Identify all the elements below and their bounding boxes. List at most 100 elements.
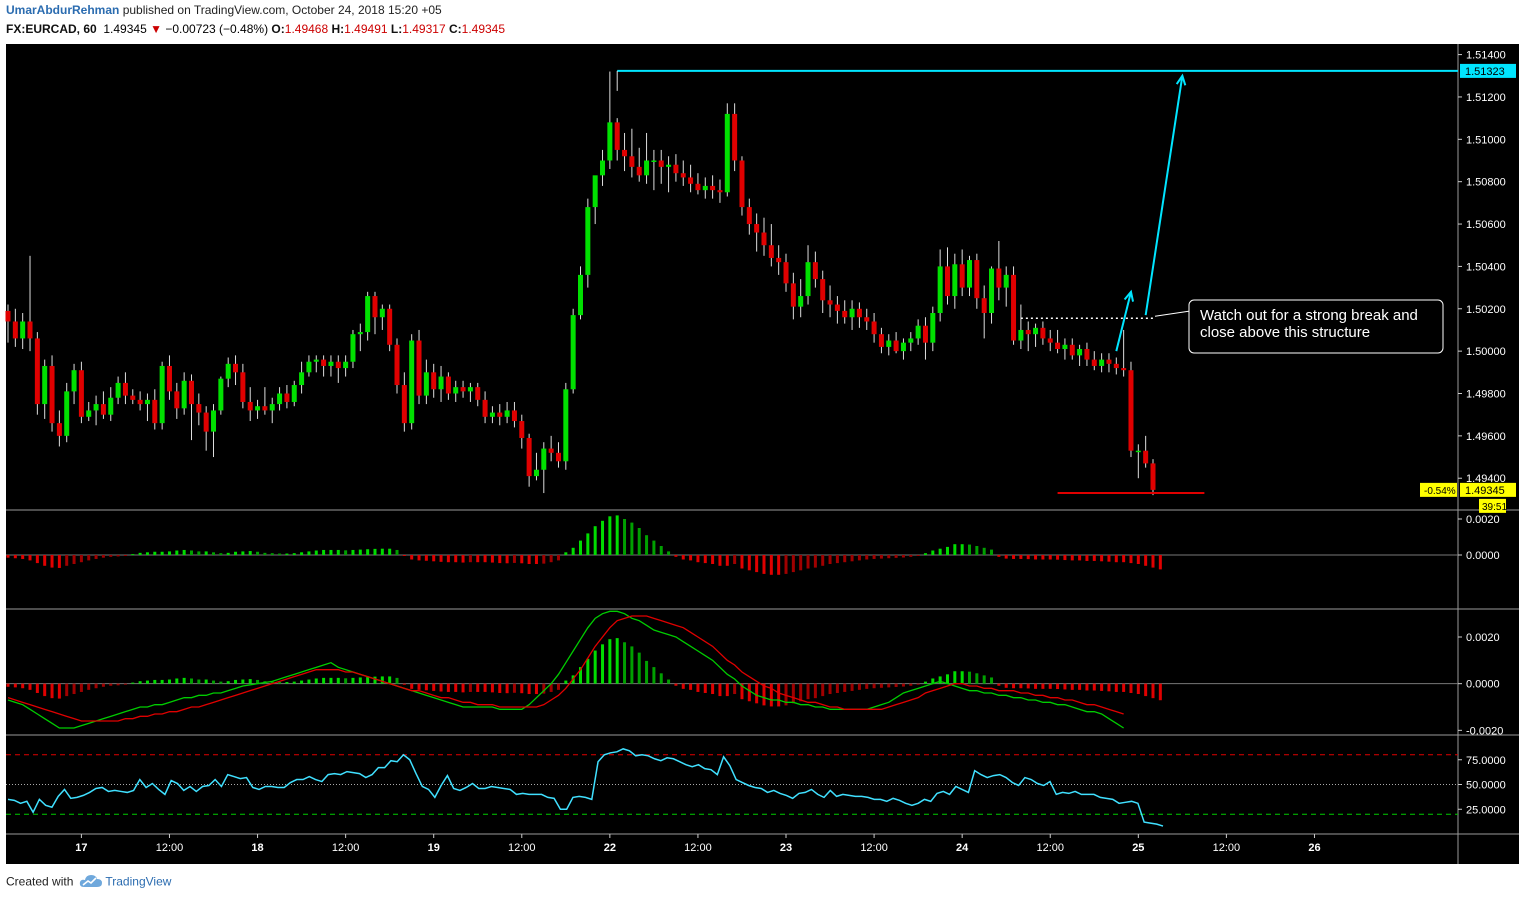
- histogram-bar: [322, 549, 326, 555]
- candle-body: [1121, 368, 1127, 371]
- histogram-bar: [879, 683, 883, 688]
- long-arrow-shaft: [1144, 75, 1184, 316]
- histogram-bar: [6, 555, 10, 558]
- histogram-bar: [329, 549, 333, 555]
- candle-body: [453, 387, 459, 394]
- histogram-bar: [234, 679, 238, 684]
- histogram-bar: [821, 555, 825, 566]
- candle-body: [181, 380, 187, 409]
- histogram-bar: [314, 678, 318, 684]
- histogram-bar: [769, 683, 773, 707]
- histogram-bar: [278, 553, 282, 555]
- histogram-bar: [542, 683, 546, 694]
- histogram-bar: [1136, 683, 1140, 695]
- histogram-bar: [307, 679, 311, 684]
- time-tick-label: 12:00: [1213, 842, 1241, 854]
- histogram-bar: [512, 683, 516, 693]
- histogram-bar: [828, 683, 832, 695]
- author-link[interactable]: UmarAbdurRehman: [6, 3, 120, 17]
- histogram-bar: [990, 549, 994, 555]
- histogram-bar: [916, 555, 920, 556]
- histogram-bar: [248, 679, 252, 684]
- histogram-bar: [476, 683, 480, 692]
- histogram-bar: [762, 683, 766, 706]
- histogram-bar: [329, 677, 333, 684]
- tradingview-cloud-icon: [79, 874, 103, 891]
- footer: Created with TradingView: [6, 874, 171, 891]
- histogram-bar: [219, 553, 223, 555]
- candle-body: [56, 423, 62, 436]
- time-tick-label: 24: [956, 842, 969, 854]
- candle-body: [291, 385, 297, 402]
- histogram-bar: [35, 683, 39, 693]
- macd-tick-label: 0.0020: [1466, 632, 1500, 644]
- time-tick-label: 22: [604, 842, 616, 854]
- histogram-bar: [696, 683, 700, 692]
- histogram-bar: [667, 679, 671, 684]
- chart-canvas[interactable]: 1.51400 1.51200 1.51000 1.50800 1.50600 1.504…: [0, 42, 1519, 864]
- histogram-bar: [116, 555, 120, 557]
- candle-body: [629, 156, 635, 167]
- histogram-bar: [923, 553, 927, 555]
- candle-body: [511, 410, 517, 422]
- histogram-bar: [1078, 555, 1082, 561]
- histogram-bar: [50, 683, 54, 699]
- histogram-bar: [593, 526, 597, 555]
- histogram-bar: [711, 683, 715, 695]
- histogram-bar: [79, 555, 83, 563]
- candle-body: [211, 410, 217, 432]
- candle-body: [893, 340, 899, 352]
- hist-tick-label: 0.0000: [1466, 550, 1500, 562]
- candle-body: [86, 410, 92, 417]
- histogram-bar: [747, 555, 751, 571]
- histogram-bar: [527, 683, 531, 695]
- histogram-bar: [667, 551, 671, 555]
- price-tick-label: 1.50200: [1466, 304, 1506, 316]
- candle-body: [871, 321, 877, 335]
- histogram-bar: [270, 553, 274, 555]
- candle-body: [218, 378, 224, 411]
- candle-body: [20, 321, 26, 339]
- histogram-bar: [167, 679, 171, 684]
- resistance-price-badge: [1460, 63, 1516, 78]
- candle-body: [915, 325, 921, 339]
- histogram-bar: [358, 549, 362, 555]
- high-label: H:: [331, 22, 345, 36]
- candle-body: [937, 266, 943, 314]
- low-label: L:: [390, 22, 403, 36]
- histogram-bar: [241, 679, 245, 684]
- histogram-bar: [1092, 683, 1096, 691]
- histogram-bar: [300, 552, 304, 555]
- histogram-bar: [307, 551, 311, 555]
- histogram-bar: [336, 677, 340, 684]
- histogram-bar: [556, 683, 560, 690]
- candle-body: [1055, 342, 1061, 350]
- histogram-bar: [1151, 555, 1155, 568]
- candle-body: [203, 412, 209, 432]
- candle-body: [783, 262, 789, 284]
- last-price-badge: [1460, 482, 1516, 497]
- last-price-label: 1.49345: [1465, 485, 1505, 497]
- long-arrow-head: [1175, 73, 1187, 86]
- candle-body: [959, 264, 965, 288]
- tradingview-link[interactable]: TradingView: [105, 874, 172, 889]
- histogram-bar: [872, 555, 876, 559]
- histogram-bar: [828, 555, 832, 564]
- histogram-bar: [945, 674, 949, 684]
- histogram-bar: [160, 679, 164, 684]
- candle-body: [856, 308, 862, 318]
- histogram-bar: [1070, 683, 1074, 690]
- histogram-bar: [637, 652, 641, 684]
- candle-body: [240, 372, 246, 402]
- histogram-bar: [630, 646, 634, 684]
- candle-body: [673, 164, 679, 174]
- histogram-bar: [1100, 683, 1104, 691]
- price-tick-label: 1.51200: [1466, 92, 1506, 104]
- histogram-bar: [740, 555, 744, 569]
- candle-body: [1143, 450, 1149, 464]
- price-tick-label: 1.49600: [1466, 431, 1506, 443]
- candle-body: [489, 412, 495, 417]
- time-tick-label: 12:00: [332, 842, 360, 854]
- histogram-bar: [813, 555, 817, 568]
- histogram-bar: [608, 516, 612, 555]
